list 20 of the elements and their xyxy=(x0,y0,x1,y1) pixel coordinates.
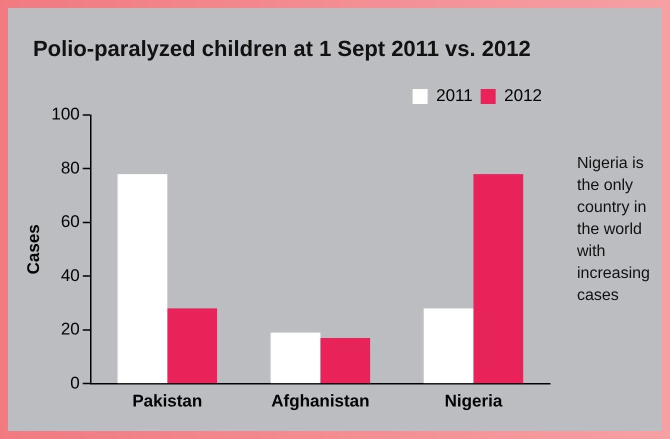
x-tick-label: Nigeria xyxy=(444,391,503,410)
y-axis-title: Cases xyxy=(24,224,43,274)
y-tick-label: 80 xyxy=(60,158,80,178)
bar xyxy=(424,308,474,384)
bar xyxy=(320,338,370,384)
bar xyxy=(167,308,218,384)
bar xyxy=(118,174,168,384)
y-tick-label: 20 xyxy=(60,320,80,339)
bar xyxy=(473,174,524,384)
y-tick-label: 0 xyxy=(70,373,80,392)
legend-label: 2012 xyxy=(504,86,542,106)
y-tick-label: 100 xyxy=(51,104,80,124)
legend-label: 2011 xyxy=(436,86,473,106)
y-tick-label: 60 xyxy=(60,212,80,232)
y-tick-label: 40 xyxy=(60,266,80,285)
text: Nigeria is the only country in the world with increasing cases xyxy=(577,154,651,306)
x-tick-label: Afghanistan xyxy=(271,391,370,410)
x-tick-label: Pakistan xyxy=(132,391,202,410)
bar xyxy=(270,332,320,384)
chart-title: Polio-paralyzed children at 1 Sept 2011 vs. 2012 xyxy=(33,36,531,62)
